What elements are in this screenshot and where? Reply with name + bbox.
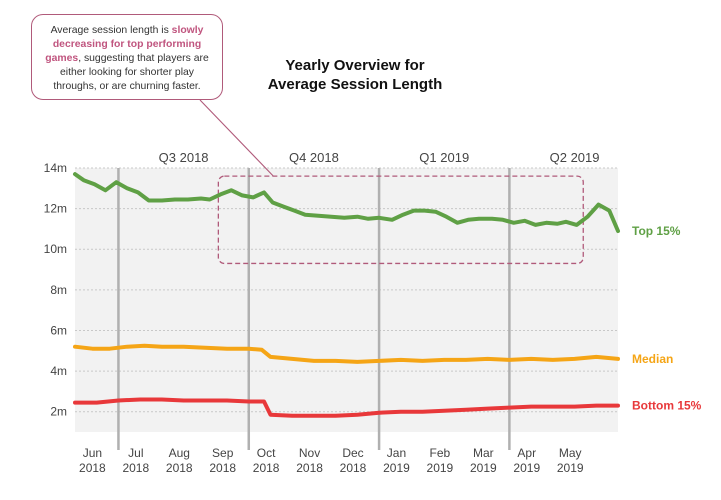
x-tick-month-label: Jul <box>128 446 143 460</box>
x-tick-year-label: 2019 <box>470 461 497 475</box>
y-tick-label: 12m <box>44 202 67 216</box>
series-label-top: Top 15% <box>632 224 681 238</box>
quarter-dividers: Q3 2018 Q4 2018 Q1 2019 Q2 2019 <box>117 150 600 450</box>
x-tick-year-label: 2018 <box>79 461 106 475</box>
callout-text-suffix: , suggesting that players are either loo… <box>53 53 209 92</box>
x-tick-year-label: 2019 <box>427 461 454 475</box>
x-tick-month-label: Dec <box>342 446 363 460</box>
callout-highlight-text: slowly decreasing for top performing gam… <box>45 25 204 64</box>
x-tick-year-label: 2018 <box>253 461 280 475</box>
x-tick-month-label: Nov <box>299 446 320 460</box>
y-axis-tick-labels: 14m 12m 10m 8m 6m 4m 2m <box>44 161 67 419</box>
series-labels: Top 15% Median Bottom 15% <box>632 224 702 413</box>
chart-title-line-2: Average Session Length <box>267 76 443 93</box>
grid-lines <box>75 167 618 413</box>
series-label-median: Median <box>632 352 673 366</box>
x-tick-year-label: 2019 <box>513 461 540 475</box>
y-tick-label: 14m <box>44 161 67 175</box>
x-tick-year-label: 2019 <box>383 461 410 475</box>
quarter-label: Q2 2019 <box>550 150 600 165</box>
x-tick-month-label: Sep <box>212 446 234 460</box>
y-tick-label: 10m <box>44 242 67 256</box>
x-tick-month-label: Jan <box>387 446 406 460</box>
callout-pointer <box>199 99 274 177</box>
y-tick-label: 6m <box>50 323 67 337</box>
quarter-label: Q1 2019 <box>419 150 469 165</box>
chart-title: Yearly Overview for Average Session Leng… <box>230 56 480 94</box>
x-tick-month-label: Aug <box>169 446 190 460</box>
x-tick-month-label: Mar <box>473 446 494 460</box>
highlight-box <box>217 175 584 265</box>
x-tick-year-label: 2018 <box>166 461 193 475</box>
callout-box: Average session length is slowly decreas… <box>31 14 223 100</box>
y-tick-label: 4m <box>50 364 67 378</box>
chart-title-line-1: Yearly Overview for <box>285 57 425 74</box>
x-tick-year-label: 2018 <box>122 461 149 475</box>
y-tick-label: 2m <box>50 405 67 419</box>
x-axis-tick-labels: Jun2018Jul2018Aug2018Sep2018Oct2018Nov20… <box>79 446 584 475</box>
x-tick-year-label: 2019 <box>557 461 584 475</box>
series-line-top <box>73 172 620 233</box>
quarter-label: Q3 2018 <box>159 150 209 165</box>
x-tick-month-label: Apr <box>517 446 536 460</box>
series-line-median <box>73 343 620 364</box>
x-tick-month-label: Oct <box>257 446 276 460</box>
quarter-label: Q4 2018 <box>289 150 339 165</box>
highlight-region <box>217 175 584 265</box>
x-tick-month-label: Feb <box>430 446 451 460</box>
callout-text-prefix: Average session length is <box>50 25 172 36</box>
x-tick-month-label: Jun <box>83 446 102 460</box>
series-lines <box>73 172 620 418</box>
y-tick-label: 8m <box>50 283 67 297</box>
x-tick-year-label: 2018 <box>340 461 367 475</box>
series-line-bottom <box>73 397 620 418</box>
x-tick-year-label: 2018 <box>296 461 323 475</box>
plot-background <box>75 168 618 432</box>
series-label-bottom: Bottom 15% <box>632 399 702 413</box>
x-tick-year-label: 2018 <box>209 461 236 475</box>
x-tick-month-label: May <box>559 446 582 460</box>
